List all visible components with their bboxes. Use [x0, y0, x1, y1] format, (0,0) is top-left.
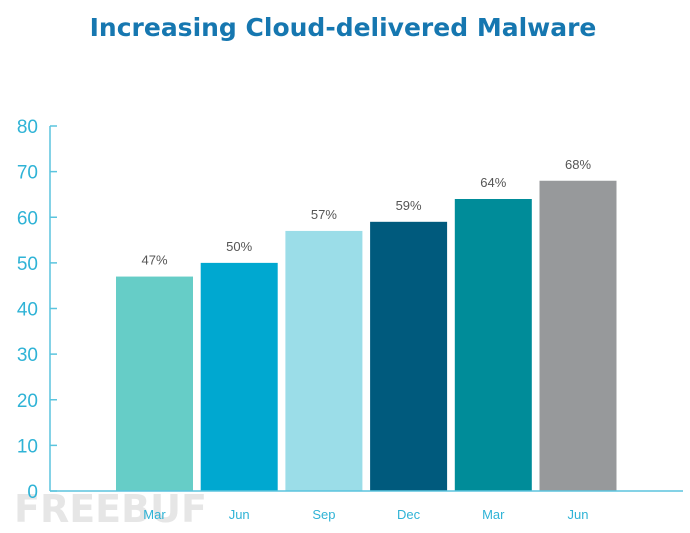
category-label: Jun [568, 507, 589, 522]
y-tick-label: 60 [17, 208, 38, 229]
watermark-text: FREEBUF [14, 487, 207, 531]
x-axis: Mar Jun Sep Dec Mar Jun [50, 490, 683, 522]
bar [116, 276, 193, 491]
category-label: Mar [482, 507, 505, 522]
data-labels: 47% 50% 57% 59% 64% 68% [141, 157, 591, 268]
data-label: 57% [311, 207, 337, 222]
category-label: Dec [397, 507, 421, 522]
y-tick-label: 70 [17, 163, 38, 184]
chart-title: Increasing Cloud-delivered Malware [90, 13, 597, 42]
data-label: 68% [565, 157, 591, 172]
bar [370, 221, 448, 491]
bar [539, 180, 617, 491]
y-tick-label: 40 [17, 300, 38, 321]
data-label: 47% [141, 253, 167, 268]
data-label: 50% [226, 239, 252, 254]
bar [285, 230, 363, 491]
bars [116, 180, 617, 491]
category-label: Sep [312, 507, 335, 522]
data-label: 64% [480, 175, 506, 190]
bar [200, 262, 278, 491]
category-label: Jun [229, 507, 250, 522]
y-axis: 0 10 20 30 40 50 60 70 80 [17, 117, 57, 503]
bar [454, 199, 532, 491]
y-tick-label: 10 [17, 436, 38, 457]
y-tick-label: 80 [17, 117, 38, 138]
category-label: Mar [143, 507, 166, 522]
y-tick-label: 30 [17, 345, 38, 366]
y-tick-label: 20 [17, 391, 38, 412]
data-label: 59% [396, 198, 422, 213]
y-tick-label: 50 [17, 254, 38, 275]
y-tick-label: 0 [27, 482, 38, 503]
watermark: FREEBUF [14, 487, 207, 531]
